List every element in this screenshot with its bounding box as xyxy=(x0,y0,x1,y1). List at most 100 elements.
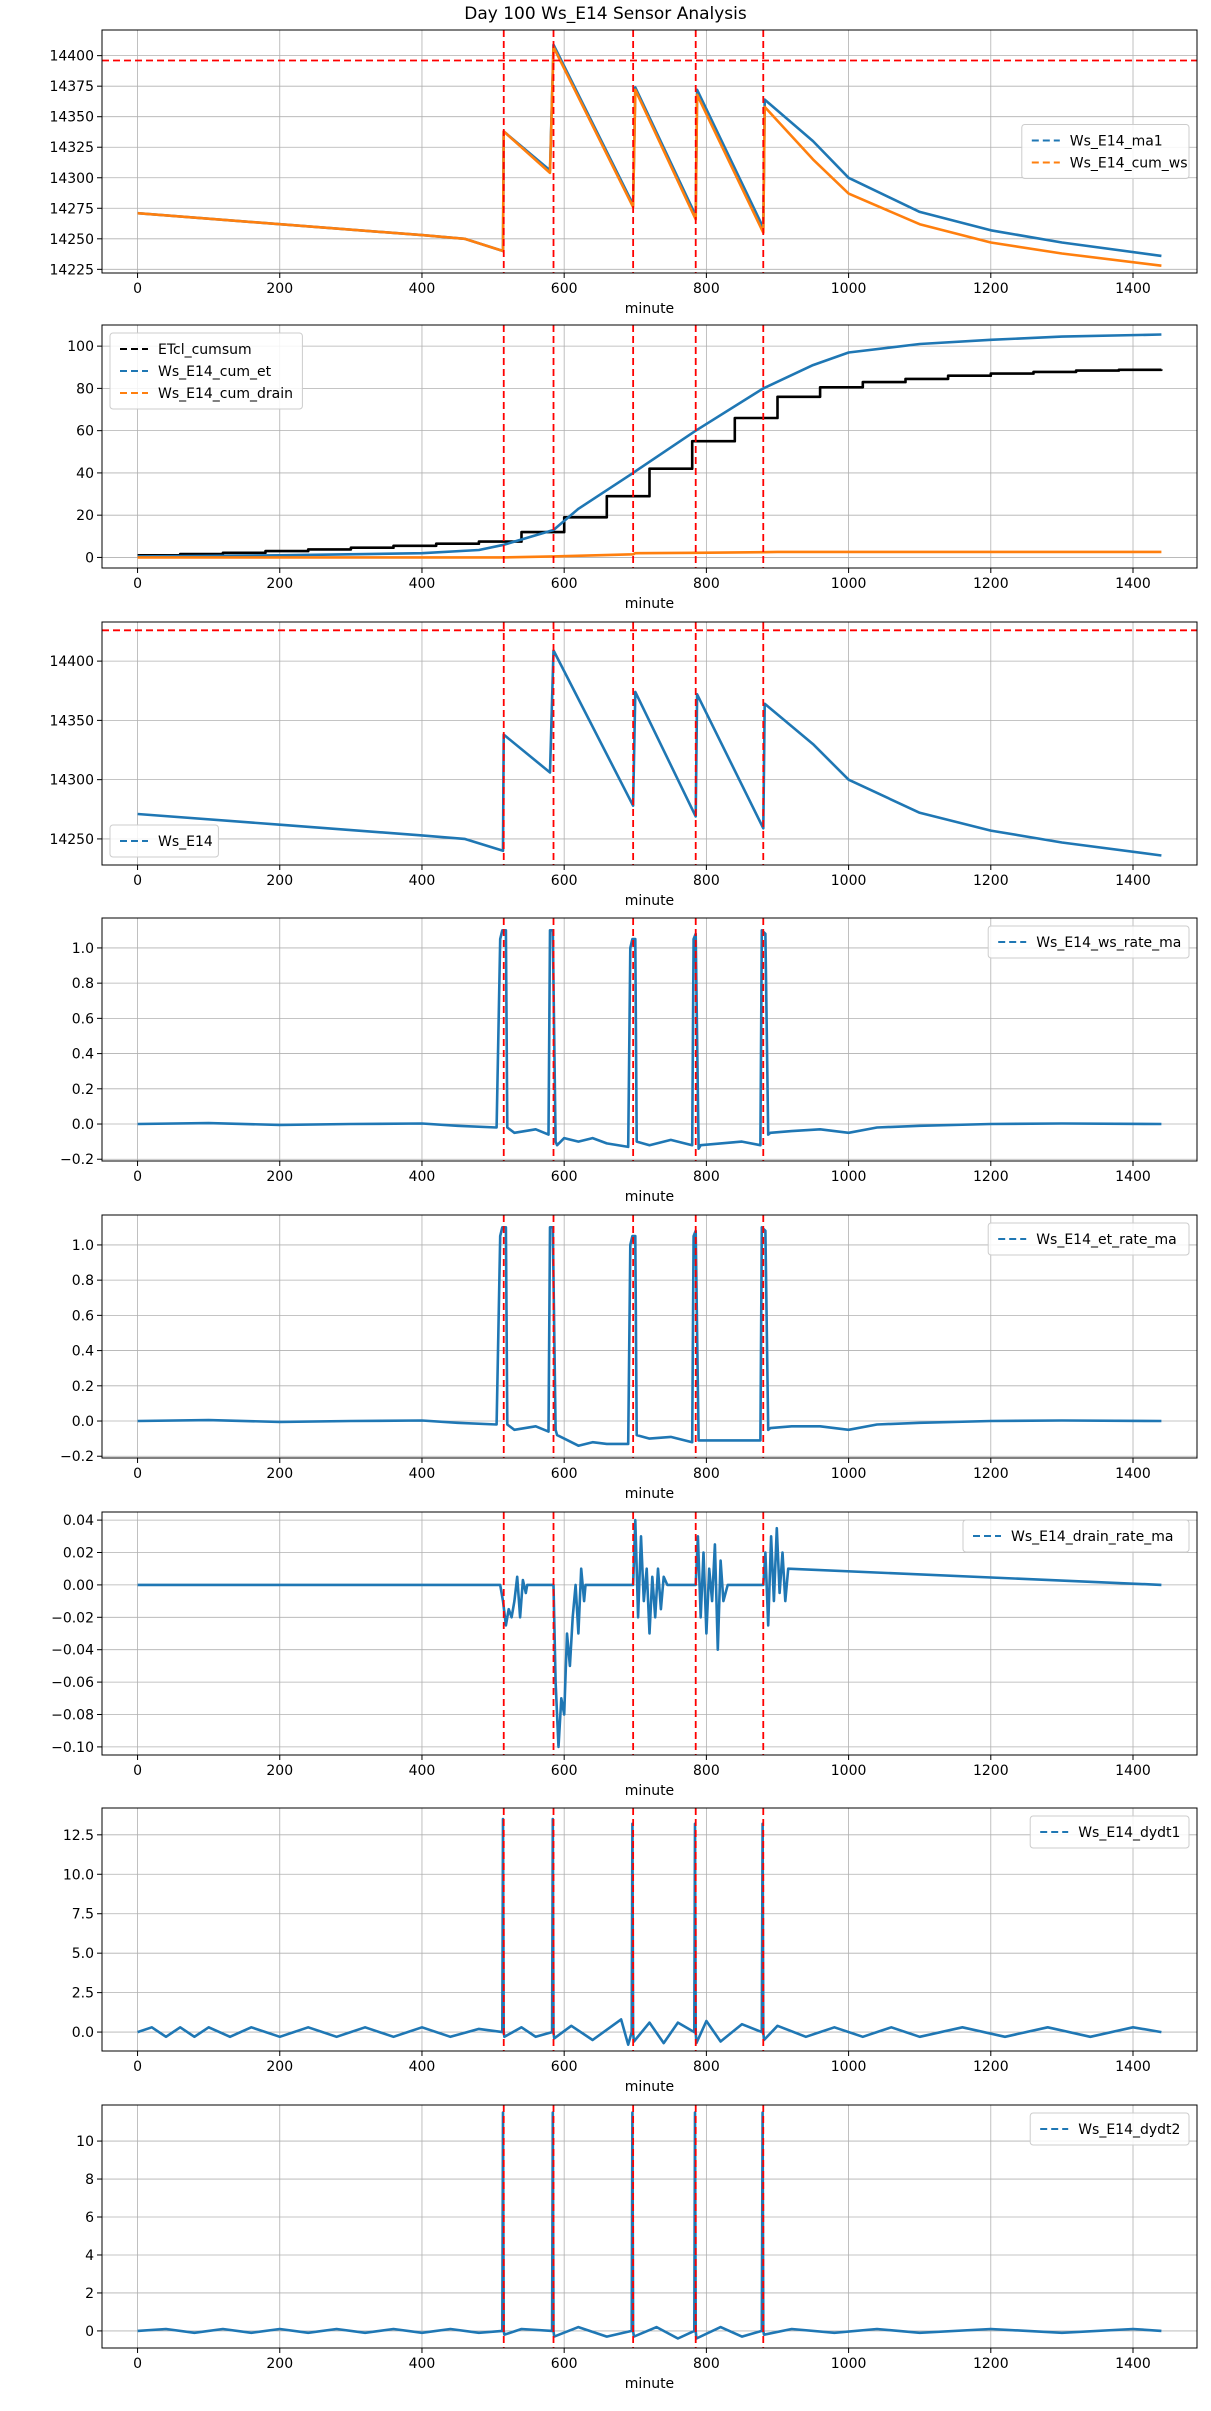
legend-box xyxy=(987,925,1190,959)
y-tick-label: 0.8 xyxy=(72,976,94,992)
legend-box xyxy=(987,1222,1190,1256)
chart-panel-3: 0 200 400 600 800 1000 1200 1400 14250 14300 14350… xyxy=(49,621,1198,909)
legend-box xyxy=(109,332,303,410)
y-tick-label: −0.2 xyxy=(60,1152,94,1168)
y-tick-label: 5.0 xyxy=(72,1946,94,1962)
x-tick-label: 400 xyxy=(409,576,436,592)
legend: Ws_E14 xyxy=(109,824,219,858)
axes-frame xyxy=(101,621,1198,866)
y-tick-label: 0.4 xyxy=(72,1047,94,1063)
legend: Ws_E14_et_rate_ma xyxy=(987,1222,1190,1256)
y-tick-label: 0.0 xyxy=(72,2025,94,2041)
x-tick-label: 800 xyxy=(693,576,720,592)
legend-label: Ws_E14_cum_ws xyxy=(1070,156,1188,172)
x-tick-label: 1000 xyxy=(831,576,867,592)
x-tick-label: 600 xyxy=(551,2356,578,2372)
axes-frame xyxy=(101,1511,1198,1756)
x-tick-label: 200 xyxy=(266,2059,293,2075)
legend-box xyxy=(1021,124,1190,179)
legend-label: Ws_E14_ma1 xyxy=(1070,134,1163,150)
axes-frame xyxy=(101,324,1198,569)
plot-area xyxy=(137,1512,1162,1755)
legend-label: ETcl_cumsum xyxy=(158,342,252,358)
x-tick-label: 400 xyxy=(409,281,436,297)
x-tick-label: 1400 xyxy=(1115,1169,1151,1185)
x-tick-label: 600 xyxy=(551,1763,578,1779)
x-axis-label: minute xyxy=(625,893,674,909)
y-tick-label: 1.0 xyxy=(72,941,94,957)
grid xyxy=(102,1808,1197,2051)
x-tick-label: 1000 xyxy=(831,2059,867,2075)
y-tick-label: 2 xyxy=(85,2286,94,2302)
series-line-Ws_E14_dydt1 xyxy=(137,1817,1162,2046)
x-tick-label: 1400 xyxy=(1115,2356,1151,2372)
x-tick-label: 400 xyxy=(409,1466,436,1482)
x-tick-label: 1000 xyxy=(831,1763,867,1779)
x-tick-label: 1200 xyxy=(973,281,1009,297)
y-tick-label: 80 xyxy=(76,381,94,397)
series-line-Ws_E14 xyxy=(137,649,1162,857)
chart-panel-1: 0 200 400 600 800 1000 1200 1400 14225 14250 14275… xyxy=(49,29,1198,317)
y-tick-label: 0.2 xyxy=(72,1379,94,1395)
x-tick-label: 800 xyxy=(693,873,720,889)
y-tick-label: 0.2 xyxy=(72,1082,94,1098)
y-tick-label: 0.4 xyxy=(72,1344,94,1360)
y-tick-label: 100 xyxy=(67,339,94,355)
y-tick-label: −0.08 xyxy=(51,1708,94,1724)
legend-box xyxy=(962,1519,1190,1553)
y-tick-label: 14350 xyxy=(49,110,94,126)
chart-panel-2: 0 200 400 600 800 1000 1200 1400 0 20 40 60 80 100 min… xyxy=(67,324,1198,612)
x-tick-label: 800 xyxy=(693,2059,720,2075)
x-tick-label: 400 xyxy=(409,1763,436,1779)
y-tick-label: 0 xyxy=(85,2324,94,2340)
x-tick-label: 600 xyxy=(551,1169,578,1185)
y-tick-label: 0.8 xyxy=(72,1273,94,1289)
series-line-Ws_E14_cum_et xyxy=(137,333,1162,558)
x-tick-label: 1400 xyxy=(1115,2059,1151,2075)
x-axis-label: minute xyxy=(625,1486,674,1502)
x-tick-label: 400 xyxy=(409,2059,436,2075)
y-tick-label: 40 xyxy=(76,466,94,482)
y-tick-label: 14300 xyxy=(49,171,94,187)
legend-label: Ws_E14 xyxy=(158,834,213,850)
axes-frame xyxy=(101,917,1198,1162)
legend-box xyxy=(109,824,219,858)
x-axis-label: minute xyxy=(625,596,674,612)
y-tick-label: −0.2 xyxy=(60,1449,94,1465)
x-tick-label: 0 xyxy=(133,2356,142,2372)
y-tick-label: −0.10 xyxy=(51,1740,94,1756)
x-tick-label: 600 xyxy=(551,281,578,297)
y-tick-label: −0.02 xyxy=(51,1610,94,1626)
series-line-Ws_E14_cum_drain xyxy=(137,550,1162,559)
x-axis-label: minute xyxy=(625,1783,674,1799)
y-tick-label: 0.6 xyxy=(72,1011,94,1027)
series-line-Ws_E14_et_rate_ma xyxy=(137,1226,1162,1447)
legend-label: Ws_E14_et_rate_ma xyxy=(1036,1232,1177,1248)
plot-area xyxy=(137,918,1162,1161)
legend-box xyxy=(1029,1815,1190,1849)
y-tick-label: 14350 xyxy=(49,713,94,729)
x-tick-label: 1400 xyxy=(1115,281,1151,297)
legend: Ws_E14_dydt2 xyxy=(1029,2112,1190,2146)
x-tick-label: 1400 xyxy=(1115,576,1151,592)
chart-panel-5: 0 200 400 600 800 1000 1200 1400 −0.2 0.0 0.2 0.4 0.… xyxy=(60,1214,1198,1502)
x-tick-label: 800 xyxy=(693,1169,720,1185)
grid xyxy=(102,1512,1197,1755)
legend: Ws_E14_dydt1 xyxy=(1029,1815,1190,1849)
legend: ETcl_cumsum Ws_E14_cum_et Ws_E14_cum_drain xyxy=(109,332,303,410)
y-tick-label: 7.5 xyxy=(72,1907,94,1923)
y-tick-label: 1.0 xyxy=(72,1238,94,1254)
y-tick-label: 14400 xyxy=(49,49,94,65)
x-tick-label: 1400 xyxy=(1115,1466,1151,1482)
x-tick-label: 0 xyxy=(133,281,142,297)
y-tick-label: 0.0 xyxy=(72,1414,94,1430)
axes-frame xyxy=(101,1807,1198,2052)
y-tick-label: 10 xyxy=(76,2134,94,2150)
y-tick-label: 0.04 xyxy=(63,1513,94,1529)
y-tick-label: 14275 xyxy=(49,201,94,217)
x-tick-label: 1200 xyxy=(973,576,1009,592)
axes-frame xyxy=(101,2104,1198,2349)
y-tick-label: 14325 xyxy=(49,140,94,156)
y-tick-label: 14250 xyxy=(49,832,94,848)
legend-label: Ws_E14_cum_drain xyxy=(158,386,293,402)
